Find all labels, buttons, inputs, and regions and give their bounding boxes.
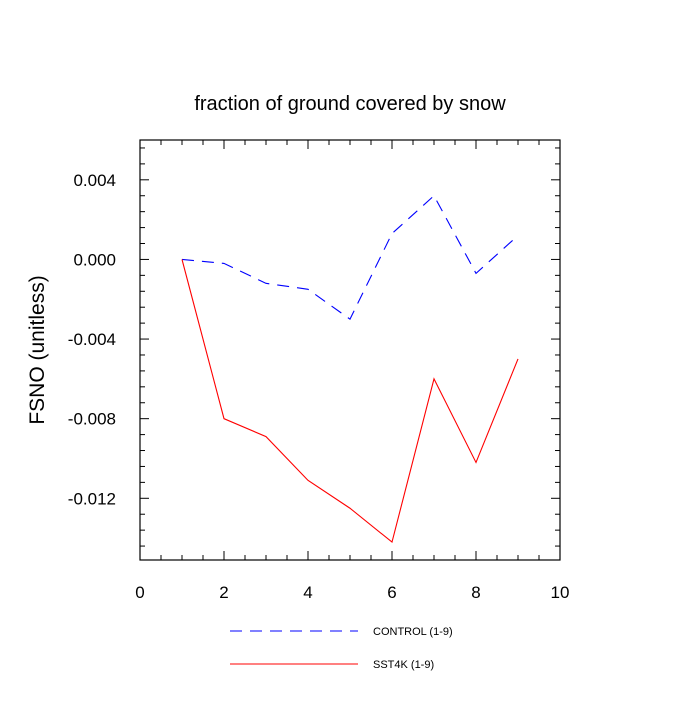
legend-label-2: SST4K (1-9) [373, 659, 434, 671]
series-line-1 [181, 194, 519, 320]
x-tick-label: 8 [471, 583, 480, 602]
legend: CONTROL (1-9) SST4K (1-9) [230, 626, 453, 671]
legend-label-1: CONTROL (1-9) [373, 626, 453, 638]
y-axis-label: FSNO (unitless) [26, 275, 49, 424]
series-line-2 [181, 259, 519, 544]
x-tick-label: 6 [387, 583, 396, 602]
x-tick-label: 4 [303, 583, 312, 602]
x-tick-label: 0 [135, 583, 144, 602]
x-tick-label: 10 [551, 583, 570, 602]
y-tick-label: -0.012 [68, 489, 116, 508]
y-tick-label: 0.004 [73, 171, 116, 190]
x-tick-label: 2 [219, 583, 228, 602]
y-tick-label: -0.004 [68, 330, 116, 349]
plot-layer: 0 2 4 6 8 10 0.004 0.000 -0.004 -0.008 -0.012 [68, 139, 570, 602]
y-tick-label: -0.008 [68, 410, 116, 429]
chart-title: fraction of ground covered by snow [194, 93, 506, 115]
y-tick-label: 0.000 [73, 250, 116, 269]
